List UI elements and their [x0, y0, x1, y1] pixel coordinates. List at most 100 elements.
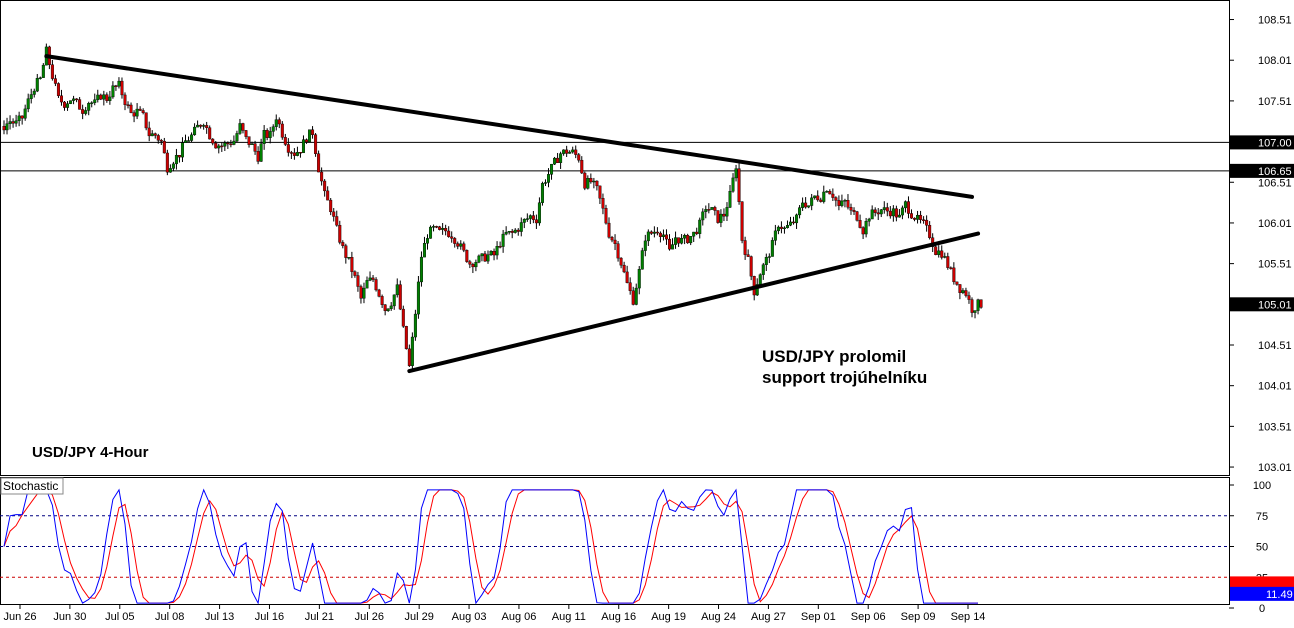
- price-tick-label-1: 108.01: [1258, 55, 1292, 67]
- candle-body: [559, 153, 563, 163]
- candle-body: [41, 64, 45, 78]
- candle-body: [937, 250, 941, 255]
- candle-body: [613, 239, 617, 244]
- candle-body: [674, 237, 678, 245]
- candle-body: [943, 256, 947, 258]
- candle-body: [547, 174, 551, 183]
- candle-body: [187, 140, 191, 142]
- candle-body: [323, 180, 327, 192]
- candle-body: [75, 98, 79, 101]
- candle-body: [229, 143, 233, 146]
- candle-body: [453, 238, 457, 244]
- candle-body: [56, 83, 60, 96]
- candle-body: [66, 103, 70, 108]
- stochastic-label-box[interactable]: [0, 477, 64, 495]
- candle-body: [879, 209, 883, 215]
- candle-body: [664, 234, 668, 240]
- candle-body: [683, 235, 687, 239]
- candle-body: [63, 101, 67, 108]
- level-price-box-0: [1230, 135, 1294, 150]
- candle-body: [356, 275, 360, 287]
- candle-body: [903, 201, 907, 209]
- candle-body: [592, 180, 596, 183]
- candle-body: [492, 251, 496, 256]
- candle-body: [501, 233, 505, 247]
- candle-body: [822, 191, 826, 202]
- date-tick-label-11: Aug 11: [552, 611, 586, 623]
- candle-body: [804, 202, 808, 208]
- candle-body: [78, 99, 82, 110]
- candle-body: [196, 124, 200, 128]
- candle-body: [87, 103, 91, 111]
- date-tick-label-0: Jun 26: [3, 611, 36, 623]
- candle-body: [413, 313, 417, 338]
- candle-body: [589, 178, 593, 183]
- date-tick-label-17: Sep 06: [851, 611, 886, 623]
- candle-body: [141, 110, 145, 113]
- candle-body: [652, 231, 656, 234]
- candle-body: [607, 222, 611, 238]
- candle-body: [120, 80, 124, 96]
- candle-body: [522, 218, 526, 223]
- candle-body: [314, 134, 318, 154]
- candle-body: [486, 254, 490, 262]
- candle-body: [961, 290, 965, 293]
- candle-body: [398, 284, 402, 310]
- candle-body: [416, 281, 420, 315]
- candle-body: [825, 191, 829, 193]
- candle-body: [235, 133, 239, 142]
- candle-body: [23, 108, 27, 119]
- candle-body: [922, 219, 926, 221]
- date-tick-label-7: Jul 26: [355, 611, 384, 623]
- stochastic-tick-label-2: 50: [1256, 542, 1268, 554]
- candle-body: [292, 152, 296, 156]
- candle-body: [135, 108, 139, 117]
- stochastic-label: Stochastic: [3, 479, 58, 493]
- candle-body: [489, 251, 493, 255]
- candle-body: [295, 151, 299, 156]
- candle-body: [498, 246, 502, 248]
- candle-body: [773, 230, 777, 241]
- candle-body: [940, 250, 944, 258]
- date-tick-label-4: Jul 13: [205, 611, 234, 623]
- candle-body: [180, 142, 184, 158]
- candle-body: [20, 115, 24, 119]
- stochastic-axis: 100755025011.49: [1229, 480, 1294, 615]
- candle-body: [383, 304, 387, 312]
- candle-body: [480, 253, 484, 257]
- candle-body: [456, 243, 460, 247]
- candle-body: [474, 262, 478, 268]
- candle-body: [108, 96, 112, 101]
- candle-body: [655, 231, 659, 234]
- candle-body: [616, 243, 620, 259]
- candle-body: [117, 80, 121, 87]
- candle-body: [90, 102, 94, 104]
- candle-body: [565, 149, 569, 154]
- price-tick-label-7: 104.01: [1258, 381, 1292, 393]
- candle-body: [208, 127, 212, 140]
- candle-body: [701, 211, 705, 221]
- candle-body: [2, 126, 6, 131]
- candle-body: [298, 151, 302, 154]
- candle-body: [111, 85, 115, 98]
- candle-body: [241, 123, 245, 131]
- candle-body: [144, 112, 148, 129]
- candle-body: [447, 230, 451, 237]
- candle-body: [628, 282, 632, 291]
- candle-body: [305, 139, 309, 143]
- candle-body: [919, 214, 923, 220]
- candle-body: [223, 142, 227, 147]
- candle-body: [26, 98, 30, 110]
- candle-body: [422, 243, 426, 258]
- candle-body: [888, 210, 892, 217]
- candle-body: [743, 240, 747, 255]
- candle-body: [840, 200, 844, 206]
- candle-body: [725, 207, 729, 217]
- candle-body: [746, 254, 750, 257]
- candle-body: [749, 256, 753, 277]
- candle-body: [894, 208, 898, 218]
- candle-body: [162, 140, 166, 154]
- candle-body: [534, 219, 538, 224]
- candle-body: [731, 177, 735, 192]
- candle-body: [816, 195, 820, 201]
